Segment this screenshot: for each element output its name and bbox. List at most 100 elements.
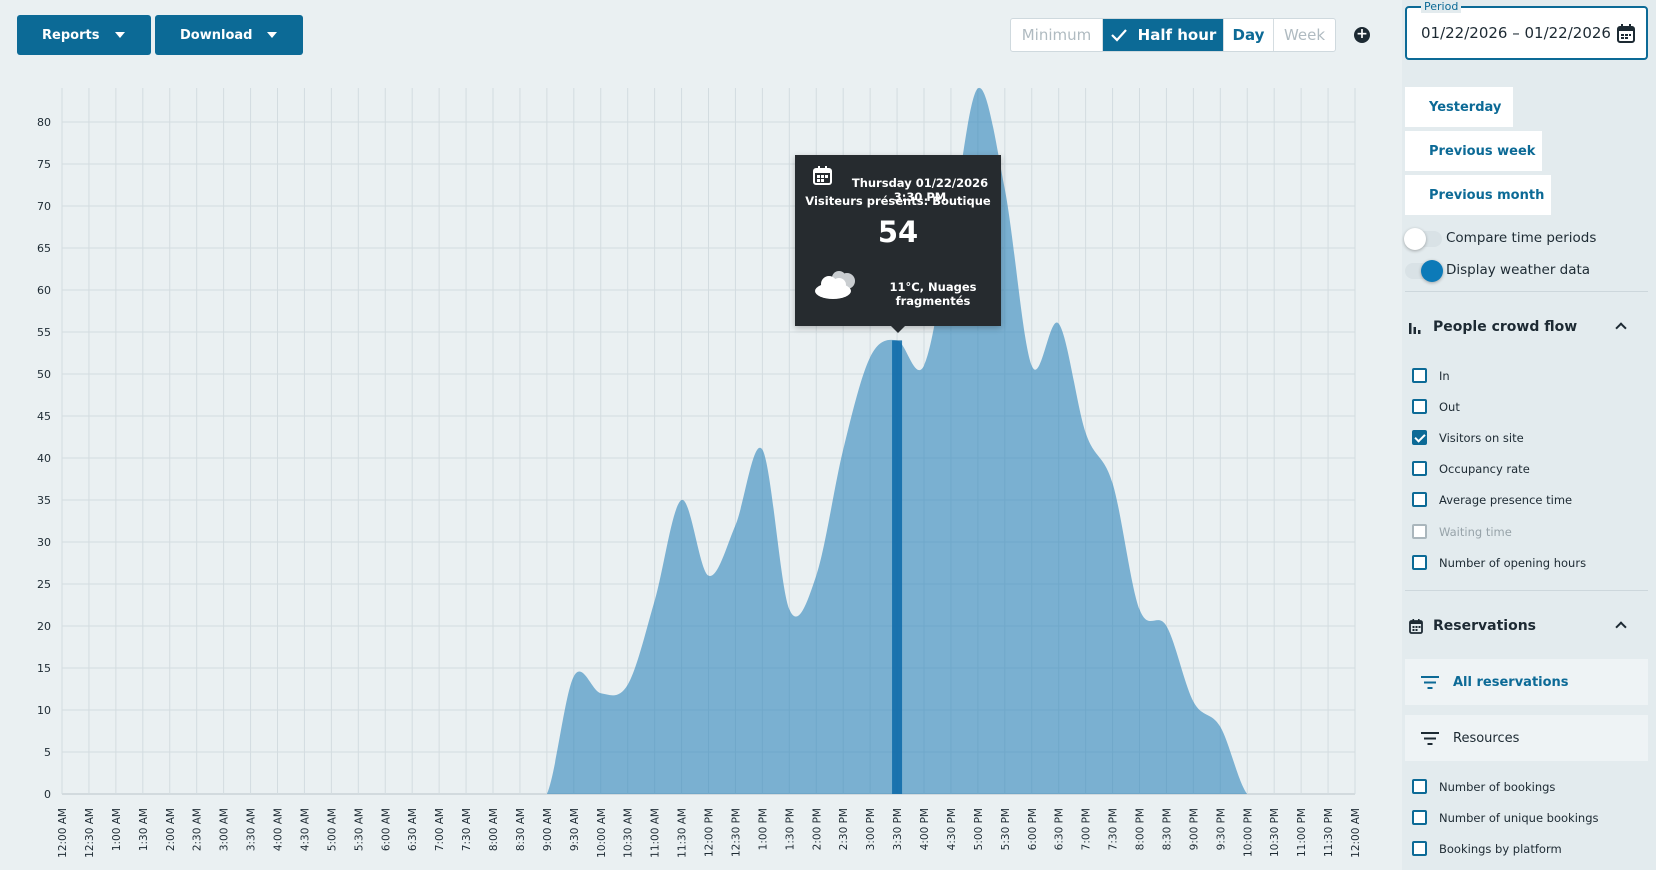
checkbox-waiting-time-label: Waiting time: [1439, 525, 1512, 539]
x-tick-label: 12:30 AM: [84, 808, 96, 858]
checkbox-opening-hours-label: Number of opening hours: [1439, 556, 1587, 570]
filter-resources[interactable]: Resources: [1405, 715, 1648, 761]
chevron-down-icon: [115, 32, 125, 38]
y-tick-label: 20: [37, 620, 51, 633]
x-tick-label: 10:00 AM: [596, 808, 608, 858]
download-button[interactable]: Download: [155, 15, 303, 55]
y-tick-label: 5: [44, 746, 51, 759]
x-tick-label: 9:30 PM: [1215, 808, 1227, 850]
x-tick-label: 10:30 PM: [1269, 808, 1281, 857]
compare-periods-toggle[interactable]: [1404, 228, 1442, 250]
x-tick-label: 10:30 AM: [623, 808, 635, 858]
highlight-bar: [892, 340, 903, 794]
x-tick-label: 3:30 AM: [246, 808, 258, 851]
y-tick-label: 75: [37, 158, 51, 171]
x-tick-label: 12:00 AM: [57, 808, 69, 858]
x-tick-label: 5:00 PM: [973, 808, 985, 850]
tooltip-weather: 11°C, Nuages fragmentés: [889, 280, 977, 308]
y-tick-label: 70: [37, 200, 51, 213]
x-tick-label: 2:30 PM: [838, 808, 850, 850]
checkbox-number-of-bookings-label: Number of bookings: [1439, 780, 1556, 794]
checkbox-out[interactable]: [1412, 399, 1427, 414]
tooltip-series: Visiteurs présents: Boutique: [805, 194, 991, 208]
checkbox-occupancy-rate[interactable]: [1412, 461, 1427, 476]
x-tick-label: 7:30 PM: [1108, 808, 1120, 850]
cloud-icon: [815, 271, 855, 299]
x-tick-label: 11:00 AM: [650, 808, 662, 858]
checkbox-occupancy-rate-label: Occupancy rate: [1439, 462, 1530, 476]
y-tick-label: 25: [37, 578, 51, 591]
calendar-icon: [1409, 619, 1423, 634]
quick-range-previous-week[interactable]: Previous week: [1405, 131, 1542, 171]
filter-all-reservations-label: All reservations: [1453, 674, 1569, 690]
granularity-day[interactable]: Day: [1224, 19, 1274, 51]
reservations-section-title: Reservations: [1433, 618, 1536, 634]
checkbox-average-presence-time[interactable]: [1412, 492, 1427, 507]
granularity-half-hour[interactable]: Half hour: [1103, 19, 1224, 51]
x-tick-label: 6:00 AM: [380, 808, 392, 851]
quick-range-yesterday[interactable]: Yesterday: [1405, 87, 1513, 127]
checkbox-visitors-on-site[interactable]: [1412, 430, 1427, 445]
period-value: 01/22/2026 – 01/22/2026: [1421, 24, 1611, 42]
x-tick-label: 8:30 PM: [1161, 808, 1173, 850]
granularity-half-hour-label: Half hour: [1137, 26, 1217, 44]
calendar-icon[interactable]: [1616, 24, 1636, 44]
period-field[interactable]: 01/22/2026 – 01/22/2026: [1405, 6, 1648, 60]
x-tick-label: 2:00 AM: [165, 808, 177, 851]
x-tick-label: 1:30 AM: [138, 808, 150, 851]
y-tick-label: 15: [37, 662, 51, 675]
weather-data-toggle[interactable]: [1405, 260, 1443, 282]
main-area: Reports Download Minimum Half hour Day W…: [17, 15, 1370, 858]
x-tick-label: 7:00 PM: [1081, 808, 1093, 850]
tooltip-value: 54: [877, 215, 919, 249]
checkbox-unique-bookings[interactable]: [1412, 810, 1427, 825]
x-tick-label: 11:30 PM: [1323, 808, 1335, 857]
checkbox-bookings-by-platform-label: Bookings by platform: [1439, 842, 1562, 856]
reports-button[interactable]: Reports: [17, 15, 151, 55]
crowd-chart: 0 5 10 15 20 25 30 35 40 45 50 55 60 65 70 75 80 12:00 A…: [37, 87, 1362, 858]
filter-all-reservations[interactable]: All reservations: [1405, 659, 1648, 705]
y-tick-label: 80: [37, 116, 51, 129]
granularity-selector: Minimum Half hour Day Week: [1010, 18, 1336, 52]
data-tooltip: Thursday 01/22/2026 3:30 PM Visiteurs pr…: [795, 155, 1001, 333]
granularity-minimum[interactable]: Minimum: [1011, 19, 1103, 51]
x-tick-label: 9:00 PM: [1188, 808, 1200, 850]
x-tick-label: 7:00 AM: [434, 808, 446, 851]
calendar-icon: [813, 166, 832, 185]
checkbox-bookings-by-platform[interactable]: [1412, 841, 1427, 856]
x-tick-label: 9:30 AM: [569, 808, 581, 851]
filter-icon: [1421, 676, 1439, 689]
x-tick-label: 10:00 PM: [1242, 808, 1254, 857]
y-tick-label: 40: [37, 452, 51, 465]
x-tick-label: 12:00 PM: [704, 808, 716, 857]
x-axis: 12:00 AM 12:30 AM 1:00 AM 1:30 AM 2:00 AM 2:3…: [57, 808, 1362, 858]
filter-resources-label: Resources: [1453, 730, 1520, 746]
x-tick-label: 3:00 AM: [219, 808, 231, 851]
checkbox-out-label: Out: [1439, 400, 1460, 414]
checkbox-number-of-bookings[interactable]: [1412, 779, 1427, 794]
series-area-visitors: [62, 87, 1355, 795]
crowd-section-title: People crowd flow: [1433, 319, 1578, 335]
y-tick-label: 45: [37, 410, 51, 423]
y-tick-label: 35: [37, 494, 51, 507]
checkbox-opening-hours[interactable]: [1412, 555, 1427, 570]
x-tick-label: 8:00 AM: [488, 808, 500, 851]
granularity-week[interactable]: Week: [1283, 26, 1326, 44]
plus-circle-icon[interactable]: +: [1354, 27, 1370, 43]
checkbox-visitors-on-site-label: Visitors on site: [1439, 431, 1524, 445]
checkbox-in[interactable]: [1412, 368, 1427, 383]
x-tick-label: 5:30 AM: [353, 808, 365, 851]
y-tick-label: 10: [37, 704, 51, 717]
download-label: Download: [180, 27, 253, 43]
reports-label: Reports: [42, 27, 100, 43]
tooltip-date: Thursday 01/22/2026 3:30 PM: [851, 176, 989, 204]
chart-grid: [61, 88, 1356, 795]
x-tick-label: 6:00 PM: [1027, 808, 1039, 850]
bar-chart-icon: [1409, 323, 1421, 334]
x-tick-label: 8:30 AM: [515, 808, 527, 851]
y-tick-label: 50: [37, 368, 51, 381]
quick-range-previous-month[interactable]: Previous month: [1405, 175, 1551, 215]
x-tick-label: 7:30 AM: [461, 808, 473, 851]
x-tick-label: 1:00 PM: [757, 808, 769, 850]
filter-icon: [1421, 732, 1439, 745]
